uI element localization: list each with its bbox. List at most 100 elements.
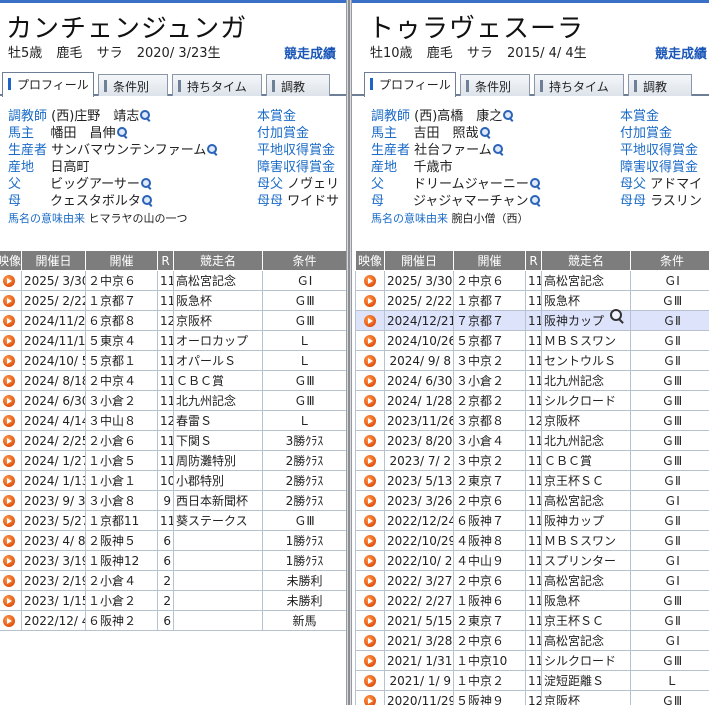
table-row[interactable]: 2024/ 6/30３小倉２11北九州記念ＧⅢ	[355, 370, 709, 391]
race-name[interactable]: 阪急杯	[541, 290, 631, 311]
table-row[interactable]: 2025/ 2/22１京都７11阪急杯ＧⅢ	[355, 290, 709, 311]
race-name[interactable]: 下関Ｓ	[173, 430, 263, 451]
play-video-icon[interactable]	[3, 335, 15, 347]
play-video-icon[interactable]	[3, 575, 15, 587]
search-icon[interactable]	[116, 127, 128, 138]
play-video-icon[interactable]	[3, 555, 15, 567]
tab-conditions[interactable]: 条件別	[98, 74, 168, 96]
play-video-icon[interactable]	[3, 355, 15, 367]
race-name[interactable]: 京阪杯	[541, 410, 631, 431]
play-video-icon[interactable]	[3, 595, 15, 607]
search-icon[interactable]	[140, 178, 152, 189]
search-icon[interactable]	[503, 110, 514, 121]
table-row[interactable]: 2023/ 3/26２中京６11高松宮記念ＧⅠ	[355, 490, 709, 511]
breeder-link[interactable]: 社台ファーム	[414, 143, 492, 158]
tab-training[interactable]: 調教	[266, 74, 330, 96]
header-meeting[interactable]: 開催	[453, 250, 526, 271]
race-name[interactable]: 京王杯ＳＣ	[541, 470, 631, 491]
damdam-link[interactable]: ラスリン	[650, 194, 702, 209]
race-results-link[interactable]: 競走成績	[655, 47, 708, 62]
table-row[interactable]: 2020/11/29５阪神９12京阪杯ＧⅢ	[355, 690, 709, 705]
race-name[interactable]: 小郡特別	[173, 470, 263, 491]
play-video-icon[interactable]	[3, 395, 15, 407]
table-row[interactable]: 2021/ 1/31１中京1011シルクロードＧⅢ	[355, 650, 709, 671]
table-row[interactable]: 2023/ 8/20３小倉４11北九州記念ＧⅢ	[355, 430, 709, 451]
pane-divider-grip[interactable]	[348, 0, 350, 705]
damsire-link[interactable]: アドマイ	[650, 177, 703, 192]
race-name[interactable]	[173, 590, 263, 611]
damdam-link[interactable]: ワイドサ	[287, 194, 340, 209]
table-row[interactable]: 2022/10/29４阪神８11ＭＢＳスワンＧⅡ	[355, 530, 709, 551]
header-race-name[interactable]: 競走名	[541, 250, 631, 271]
play-video-icon[interactable]	[3, 495, 15, 507]
table-row[interactable]: 2024/ 8/18２中京４11ＣＢＣ賞ＧⅢ	[0, 370, 346, 391]
play-video-icon[interactable]	[364, 455, 376, 467]
search-icon[interactable]	[529, 178, 541, 189]
table-row[interactable]: 2024/ 1/27１小倉５11周防灘特別2勝ｸﾗｽ	[0, 450, 346, 471]
table-row[interactable]: 2022/ 3/27２中京６11高松宮記念ＧⅠ	[355, 570, 709, 591]
race-name[interactable]: ＣＢＣ賞	[173, 370, 263, 391]
search-icon[interactable]	[479, 127, 491, 138]
play-video-icon[interactable]	[364, 475, 376, 487]
table-row[interactable]: 2024/10/26５京都７11ＭＢＳスワンＧⅡ	[355, 330, 709, 351]
table-row[interactable]: 2023/ 4/ 8 ２阪神５ 6 1勝ｸﾗｽ	[0, 530, 346, 551]
play-video-icon[interactable]	[364, 515, 376, 527]
play-video-icon[interactable]	[364, 535, 376, 547]
play-video-icon[interactable]	[364, 355, 376, 367]
play-video-icon[interactable]	[364, 615, 376, 627]
race-name[interactable]: オーロカップ	[173, 330, 263, 351]
table-row[interactable]: 2023/11/26３京都８12京阪杯ＧⅢ	[355, 410, 709, 431]
header-race-no[interactable]: R	[157, 250, 174, 271]
dam-link[interactable]: ジャジャマーチャン	[412, 194, 529, 209]
race-name[interactable]: ＣＢＣ賞	[541, 450, 631, 471]
owner-link[interactable]: 幡田 昌伸	[50, 126, 116, 141]
header-race-no[interactable]: R	[525, 250, 542, 271]
table-row[interactable]: 2024/ 6/30３小倉２11北九州記念ＧⅢ	[0, 390, 346, 411]
race-name[interactable]: 高松宮記念	[173, 270, 263, 291]
race-name[interactable]: セントウルＳ	[541, 350, 631, 371]
race-name[interactable]: 周防灘特別	[173, 450, 263, 471]
table-row[interactable]: 2025/ 3/30２中京６11高松宮記念ＧⅠ	[355, 270, 709, 291]
play-video-icon[interactable]	[364, 555, 376, 567]
play-video-icon[interactable]	[364, 335, 376, 347]
race-name[interactable]	[173, 610, 263, 631]
play-video-icon[interactable]	[3, 615, 15, 627]
race-name[interactable]: 阪急杯	[541, 590, 631, 611]
play-video-icon[interactable]	[364, 375, 376, 387]
tab-profile[interactable]: プロフィール	[364, 72, 456, 97]
race-name[interactable]: 淀短距離Ｓ	[541, 670, 631, 691]
play-video-icon[interactable]	[3, 455, 15, 467]
table-row[interactable]: 2022/12/ 4 ６阪神２ 6 新馬	[0, 610, 346, 631]
race-name[interactable]	[173, 550, 263, 571]
search-icon[interactable]	[492, 144, 504, 155]
play-video-icon[interactable]	[364, 635, 376, 647]
table-row[interactable]: 2023/ 3/19 １阪神12 6 1勝ｸﾗｽ	[0, 550, 346, 571]
header-meeting[interactable]: 開催	[85, 250, 158, 271]
sire-link[interactable]: ビッグアーサー	[49, 177, 140, 192]
race-name[interactable]: 西日本新聞杯	[173, 490, 263, 511]
breeder-link[interactable]: サンバマウンテンファーム	[51, 143, 207, 158]
table-row[interactable]: 2023/ 5/27１京都1111葵ステークスＧⅢ	[0, 510, 346, 531]
race-name[interactable]: 阪神カップ	[541, 510, 631, 531]
table-row[interactable]: 2022/10/ 2４中山９11スプリンターＧⅠ	[355, 550, 709, 571]
race-name[interactable]: スプリンター	[541, 550, 631, 571]
play-video-icon[interactable]	[364, 595, 376, 607]
race-name[interactable]: 北九州記念	[541, 370, 631, 391]
race-name[interactable]: シルクロード	[541, 390, 631, 411]
race-name[interactable]: 阪急杯	[173, 290, 263, 311]
play-video-icon[interactable]	[364, 655, 376, 667]
race-name[interactable]	[173, 570, 263, 591]
search-icon[interactable]	[529, 195, 541, 206]
table-row[interactable]: 2021/ 1/ 9１中京２11淀短距離ＳＬ	[355, 670, 709, 691]
tab-times[interactable]: 持ちタイム	[172, 74, 262, 96]
table-row[interactable]: 2021/ 5/15２東京７11京王杯ＳＣＧⅡ	[355, 610, 709, 631]
play-video-icon[interactable]	[364, 315, 376, 327]
table-row[interactable]: 2022/12/24６阪神７11阪神カップＧⅡ	[355, 510, 709, 531]
play-video-icon[interactable]	[3, 295, 15, 307]
trainer-link[interactable]: (西)庄野 靖志	[51, 109, 140, 124]
race-name[interactable]: シルクロード	[541, 650, 631, 671]
damsire-link[interactable]: ノヴェリ	[287, 177, 340, 192]
table-row[interactable]: 2024/ 4/14３中山８12春雷ＳＬ	[0, 410, 346, 431]
race-name[interactable]: 高松宮記念	[541, 490, 631, 511]
play-video-icon[interactable]	[3, 535, 15, 547]
